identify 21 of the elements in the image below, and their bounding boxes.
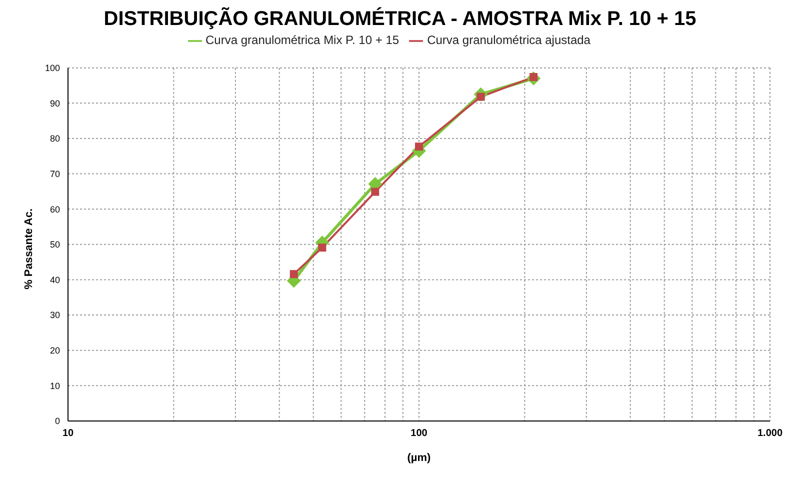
x-tick-label: 1.000 xyxy=(757,428,783,440)
y-tick-label: 40 xyxy=(50,274,60,285)
y-axis-title: % Passante Ac. xyxy=(22,208,35,290)
y-tick-label: 80 xyxy=(50,134,60,144)
y-tick-label: 60 xyxy=(50,204,60,214)
y-tick-label: 10 xyxy=(50,380,60,391)
point xyxy=(318,244,326,252)
chart-title: DISTRIBUIÇÃO GRANULOMÉTRICA - AMOSTRA Mix P. 10 + 15 xyxy=(102,8,698,31)
y-tick-label: 50 xyxy=(50,240,60,250)
point xyxy=(371,188,380,196)
legend-label: Curva granulométrica Mix P. 10 + 15 xyxy=(206,33,400,47)
x-tick-label: 100 xyxy=(410,428,428,440)
x-tick-label: 10 xyxy=(62,428,74,440)
x-axis-title: (µm) xyxy=(407,452,432,464)
y-tick-label: 90 xyxy=(50,98,60,108)
y-tick-label: 30 xyxy=(50,310,60,320)
y-tick-label: 0 xyxy=(54,416,60,426)
y-tick-label: 20 xyxy=(50,346,60,356)
y-tick-label: 70 xyxy=(50,168,60,179)
y-tick-label: 100 xyxy=(44,63,60,74)
legend-label: Curva granulométrica ajustada xyxy=(427,33,590,47)
